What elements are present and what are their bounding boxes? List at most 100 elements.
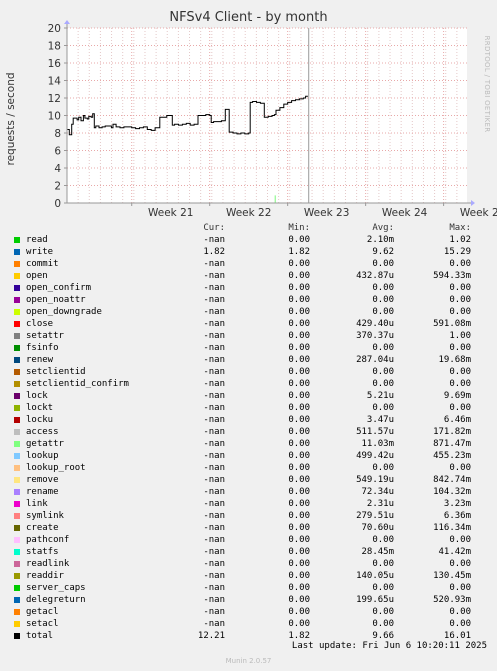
legend-min: 0.00 [288, 427, 310, 437]
y-tick-label: 2 [54, 181, 61, 193]
x-ticks: Week 21 Week 22 Week 23 Week 24 Week 25 [131, 203, 497, 219]
legend-min: 0.00 [288, 475, 310, 485]
legend-row-write: write 1.82 1.82 9.62 15.29 [0, 246, 497, 258]
legend-name: rename [26, 487, 59, 497]
legend-swatch [14, 321, 20, 327]
header-min: Min: [288, 223, 310, 233]
legend-row-fsinfo: fsinfo -nan 0.00 0.00 0.00 [0, 342, 497, 354]
legend-swatch [14, 585, 20, 591]
legend-avg: 0.00 [372, 379, 394, 389]
legend-swatch [14, 237, 20, 243]
x-tick-label: Week 24 [382, 207, 428, 219]
legend-row-getacl: getacl -nan 0.00 0.00 0.00 [0, 606, 497, 618]
legend-cur: -nan [203, 607, 225, 617]
legend-avg: 3.47u [366, 415, 394, 425]
legend-swatch [14, 489, 20, 495]
legend-row-locku: locku -nan 0.00 3.47u 6.46m [0, 414, 497, 426]
legend-min: 0.00 [288, 451, 310, 461]
chart-title: NFSv4 Client - by month [169, 10, 328, 25]
legend-min: 0.00 [288, 511, 310, 521]
legend-row-open: open -nan 0.00 432.87u 594.33m [0, 270, 497, 282]
legend-swatch [14, 501, 20, 507]
y-tick-label: 4 [54, 163, 61, 175]
legend-avg: 429.40u [356, 319, 394, 329]
legend-swatch [14, 465, 20, 471]
legend-cur: -nan [203, 535, 225, 545]
legend-avg: 2.10m [366, 235, 394, 245]
legend-min: 0.00 [288, 535, 310, 545]
legend-row-rename: rename -nan 0.00 72.34u 104.32m [0, 486, 497, 498]
legend-swatch [14, 525, 20, 531]
legend-avg: 0.00 [372, 535, 394, 545]
legend-swatch [14, 369, 20, 375]
legend-max: 0.00 [449, 607, 471, 617]
legend-row-lookup: lookup -nan 0.00 499.42u 455.23m [0, 450, 497, 462]
legend-cur: -nan [203, 559, 225, 569]
legend-max: 6.36m [443, 511, 471, 521]
legend-max: 0.00 [449, 343, 471, 353]
legend-cur: -nan [203, 583, 225, 593]
legend-min: 0.00 [288, 367, 310, 377]
x-axis-arrow-icon [471, 200, 475, 206]
legend-swatch [14, 261, 20, 267]
legend-min: 0.00 [288, 283, 310, 293]
legend-row-access: access -nan 0.00 511.57u 171.82m [0, 426, 497, 438]
legend-row-server_caps: server_caps -nan 0.00 0.00 0.00 [0, 582, 497, 594]
legend-max: 520.93m [433, 595, 471, 605]
legend-swatch [14, 309, 20, 315]
legend-cur: -nan [203, 475, 225, 485]
legend-name: open_downgrade [26, 307, 102, 317]
legend-name: setacl [26, 619, 59, 629]
legend-name: getacl [26, 607, 59, 617]
legend-name: total [26, 631, 54, 641]
munin-version: Munin 2.0.57 [225, 657, 272, 665]
legend-name: renew [26, 355, 54, 365]
legend-name: symlink [26, 511, 64, 521]
legend-avg: 287.04u [356, 355, 394, 365]
legend-name: setattr [26, 331, 64, 341]
legend-cur: -nan [203, 415, 225, 425]
legend-swatch [14, 621, 20, 627]
legend-name: setclientid_confirm [26, 379, 129, 389]
legend-avg: 279.51u [356, 511, 394, 521]
legend-row-renew: renew -nan 0.00 287.04u 19.68m [0, 354, 497, 366]
legend-min: 0.00 [288, 271, 310, 281]
legend-max: 171.82m [433, 427, 471, 437]
legend-name: create [26, 523, 59, 533]
legend-avg: 549.19u [356, 475, 394, 485]
legend-name: lock [26, 391, 48, 401]
legend-max: 591.08m [433, 319, 471, 329]
legend-min: 0.00 [288, 619, 310, 629]
legend-cur: -nan [203, 487, 225, 497]
legend-min: 0.00 [288, 259, 310, 269]
x-tick-label: Week 22 [226, 207, 271, 219]
legend-avg: 70.60u [361, 523, 394, 533]
x-tick-label: Week 25 [460, 207, 497, 219]
legend-name: access [26, 427, 59, 437]
legend-max: 6.46m [443, 415, 471, 425]
legend-min: 0.00 [288, 379, 310, 389]
legend-cur: -nan [203, 511, 225, 521]
legend-cur: -nan [203, 259, 225, 269]
y-tick-label: 18 [48, 41, 61, 53]
legend-min: 0.00 [288, 583, 310, 593]
header-cur: Cur: [203, 223, 225, 233]
legend-row-readlink: readlink -nan 0.00 0.00 0.00 [0, 558, 497, 570]
legend-avg: 0.00 [372, 559, 394, 569]
legend-avg: 2.31u [366, 499, 394, 509]
legend-max: 15.29 [443, 247, 471, 257]
legend-row-remove: remove -nan 0.00 549.19u 842.74m [0, 474, 497, 486]
legend-cur: -nan [203, 595, 225, 605]
legend-max: 130.45m [433, 571, 471, 581]
legend-avg: 0.00 [372, 367, 394, 377]
legend-cur: -nan [203, 619, 225, 629]
legend-swatch [14, 393, 20, 399]
legend-row-open_downgrade: open_downgrade -nan 0.00 0.00 0.00 [0, 306, 497, 318]
legend-swatch [14, 285, 20, 291]
legend-name: close [26, 319, 54, 329]
legend-name: lookup [26, 451, 59, 461]
axes [64, 20, 475, 206]
legend-cur: -nan [203, 355, 225, 365]
legend-row-create: create -nan 0.00 70.60u 116.34m [0, 522, 497, 534]
